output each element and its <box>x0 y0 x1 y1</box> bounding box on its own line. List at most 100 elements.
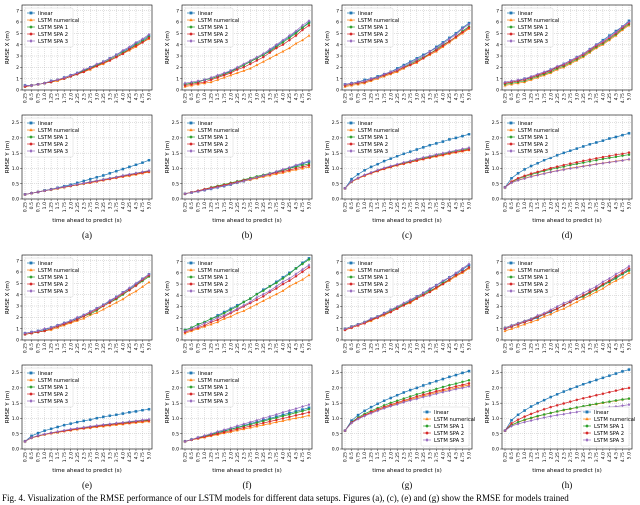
marker <box>349 39 353 43</box>
marker <box>509 282 513 286</box>
x-tick-label: 2.5 <box>241 93 247 100</box>
x-tick-label: 3.0 <box>94 343 100 350</box>
x-tick-label: 1.75 <box>542 93 548 103</box>
marker <box>29 385 33 389</box>
x-tick-label: 3.25 <box>101 202 107 212</box>
legend-label: LSTM SPA 2 <box>198 142 228 148</box>
marker <box>75 71 79 75</box>
legend-label: LSTM SPA 1 <box>518 135 548 141</box>
marker <box>216 185 219 190</box>
y-tick-label: 5 <box>176 31 179 37</box>
y-tick-label: 3 <box>336 54 339 60</box>
x-tick-label: 1.75 <box>382 452 388 462</box>
x-tick-label: 4.75 <box>620 202 626 212</box>
legend-label: LSTM numerical <box>38 378 79 384</box>
marker <box>294 407 298 411</box>
y-tick-label: 1.0 <box>332 166 339 172</box>
y-tick-label: 2.5 <box>332 370 339 376</box>
x-tick-label: 4.5 <box>614 202 620 209</box>
marker <box>249 62 252 66</box>
x-tick-label: 4.25 <box>127 93 133 103</box>
x-tick-label: 2.25 <box>395 452 401 462</box>
marker <box>585 431 589 435</box>
marker <box>141 408 144 412</box>
marker <box>523 409 526 412</box>
x-tick-label: 3.75 <box>274 452 280 462</box>
marker <box>395 304 399 309</box>
marker <box>408 159 412 163</box>
marker <box>56 323 59 327</box>
marker <box>268 51 272 54</box>
marker <box>281 49 285 53</box>
marker <box>128 411 131 414</box>
x-tick-label: 3.25 <box>261 202 267 212</box>
marker <box>262 289 265 293</box>
x-tick-label: 2.25 <box>555 452 561 462</box>
legend-label: LSTM SPA 3 <box>358 149 388 155</box>
legend-label: LSTM numerical <box>38 268 79 274</box>
legend-label: LSTM SPA 1 <box>38 25 68 31</box>
legend-box <box>344 257 394 298</box>
x-tick-label: 2.5 <box>401 93 407 100</box>
marker <box>516 413 520 417</box>
marker <box>428 393 432 398</box>
marker <box>23 83 27 88</box>
legend-label: LSTM SPA 2 <box>358 282 388 288</box>
marker <box>467 26 471 29</box>
x-tick-label: 5.0 <box>627 452 633 459</box>
marker <box>301 161 304 165</box>
plot-frame <box>181 4 313 91</box>
marker <box>608 137 611 140</box>
marker <box>242 62 246 66</box>
marker <box>627 157 631 161</box>
marker <box>75 315 79 320</box>
marker <box>235 427 239 431</box>
marker <box>128 286 131 290</box>
series-line <box>184 20 310 84</box>
marker <box>268 422 272 425</box>
marker <box>301 23 304 28</box>
marker <box>75 182 79 187</box>
marker <box>108 414 112 417</box>
x-tick-label: 2.0 <box>388 452 394 459</box>
subfigure-caption: (b) <box>242 230 253 240</box>
x-tick-label: 4.25 <box>607 343 613 353</box>
marker <box>115 169 118 173</box>
legend-label: linear <box>358 261 374 267</box>
marker <box>88 180 92 184</box>
marker <box>62 75 66 80</box>
marker <box>555 404 559 407</box>
marker <box>425 424 429 428</box>
x-tick-label: 5.0 <box>147 452 153 459</box>
marker <box>89 418 92 421</box>
legend-box <box>420 406 470 447</box>
marker <box>569 387 572 391</box>
marker <box>274 292 278 296</box>
marker <box>95 416 99 420</box>
x-tick-label: 3.0 <box>254 452 260 459</box>
x-tick-label: 3.5 <box>267 202 273 209</box>
marker <box>29 282 33 286</box>
x-tick-label: 4.25 <box>127 343 133 353</box>
marker <box>36 433 40 438</box>
marker <box>196 79 200 83</box>
y-tick-label: 1.5 <box>12 151 19 157</box>
marker <box>549 67 552 72</box>
x-tick-label: 4.0 <box>120 202 126 209</box>
marker <box>441 279 445 283</box>
x-tick-label: 4.75 <box>620 452 626 462</box>
x-tick-label: 2.75 <box>248 202 254 212</box>
marker <box>562 151 565 155</box>
legend-label: LSTM SPA 1 <box>198 25 228 31</box>
x-tick-label: 0.25 <box>23 452 29 462</box>
x-tick-label: 2.25 <box>395 93 401 103</box>
x-tick-label: 2.25 <box>555 202 561 212</box>
x-tick-label: 2.25 <box>75 343 81 353</box>
x-tick-label: 1.5 <box>375 202 381 209</box>
marker <box>356 176 360 180</box>
marker <box>562 301 566 305</box>
y-tick-label: 2.0 <box>332 136 339 142</box>
marker <box>134 40 138 45</box>
marker <box>229 69 232 73</box>
marker <box>115 421 118 425</box>
